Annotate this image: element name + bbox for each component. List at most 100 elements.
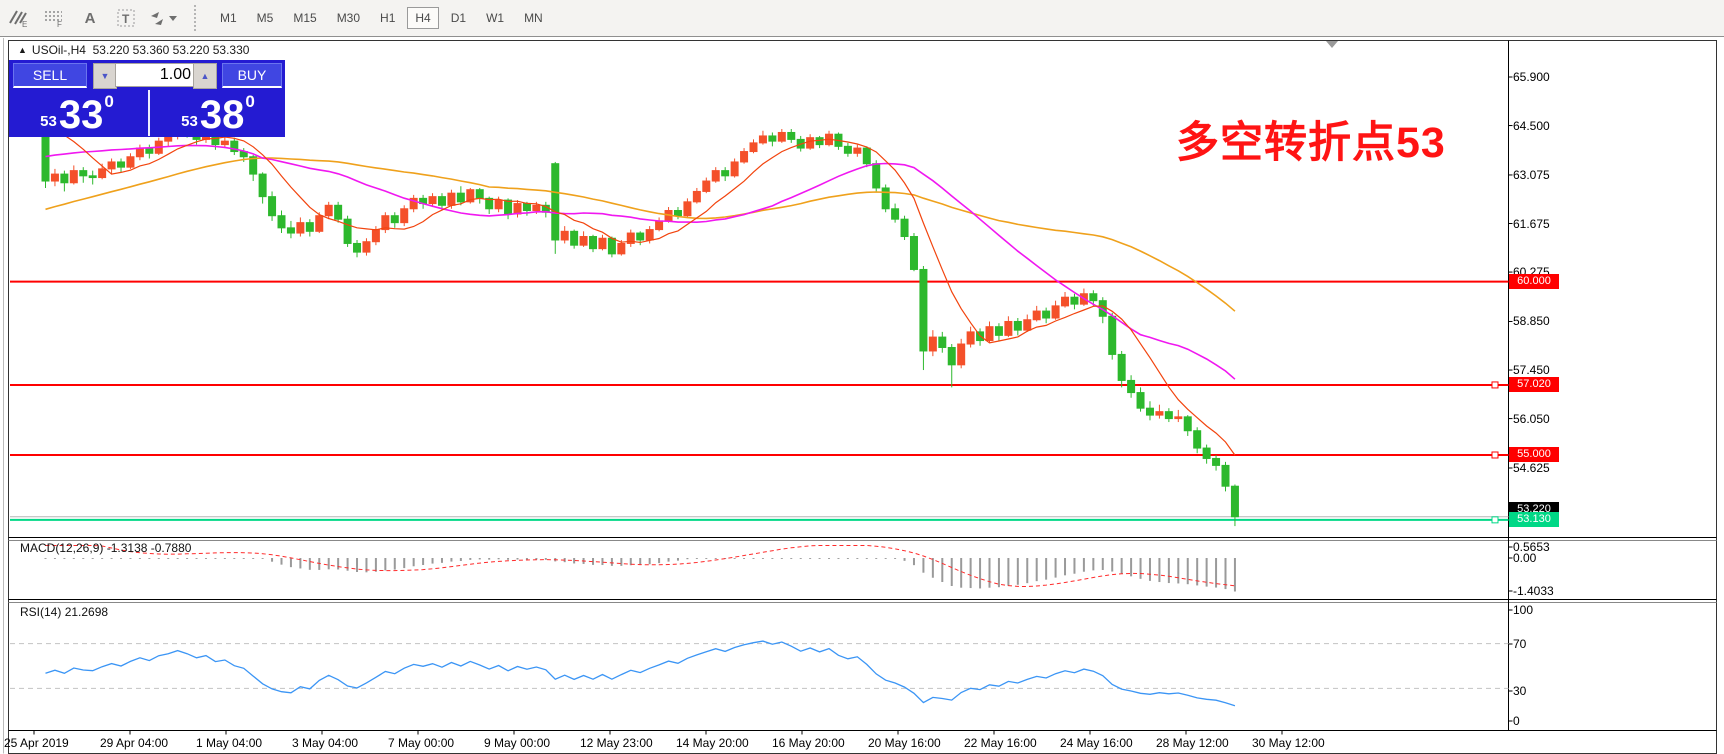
candle [1183,416,1192,432]
textbox-t-icon[interactable]: T [111,5,141,31]
candle [645,229,654,241]
candle [787,131,796,140]
tab-D1[interactable]: D1 [450,11,467,25]
indicators-e-icon[interactable]: E [3,5,33,31]
candle [494,199,503,210]
sell-button[interactable]: SELL [13,63,87,88]
candle [758,135,767,144]
candle [79,170,88,177]
candle [362,241,371,253]
tab-W1[interactable]: W1 [486,11,505,25]
timeframe-button-group: M1 M5 M15 M30 H1 H4 D1 W1 MN [210,7,553,29]
candle [636,232,645,241]
macd-label: MACD(12,26,9) -1.3138 -0.7880 [20,541,192,555]
candle [277,215,286,229]
svg-text:T: T [122,12,130,26]
x-axis-label: 24 May 16:00 [1060,736,1133,750]
candle [371,229,380,243]
candle [777,131,786,142]
candle [1145,407,1154,416]
buy-price-big: 38 [199,93,245,137]
x-axis-label: 14 May 20:00 [676,736,749,750]
candle [683,201,692,217]
arrows-tool-icon[interactable] [147,5,177,31]
candle [1164,411,1173,420]
candle [513,203,522,215]
candle [740,151,749,163]
rsi-scale-label: 0 [1513,714,1520,728]
sell-price[interactable]: 53 33 0 [9,90,145,136]
hline-handle[interactable] [1491,516,1499,524]
candle [749,142,758,153]
buy-price[interactable]: 53 38 0 [148,90,286,136]
volume-increase-button[interactable]: ▲ [193,63,217,89]
candle [1108,315,1117,355]
candle [1221,464,1230,487]
y-axis-label: 65.900 [1513,69,1550,84]
candle [1032,310,1041,321]
candle [721,170,730,177]
candle [532,204,541,212]
macd-scale-label: 0.00 [1513,551,1537,565]
candle [324,204,333,217]
tab-M15[interactable]: M15 [293,11,317,25]
tab-M1[interactable]: M1 [220,11,237,25]
candle [98,168,107,179]
y-axis-label: 61.675 [1513,216,1550,231]
grid-f-icon[interactable]: F [39,5,69,31]
candle [88,175,97,179]
candle [919,268,928,352]
chart-shift-marker-icon[interactable] [1326,41,1338,48]
tab-M30[interactable]: M30 [336,11,361,25]
candle [551,163,560,241]
macd-scale-label: 0.5653 [1513,540,1550,554]
candle [428,196,437,205]
candle [994,326,1003,336]
candle [673,210,682,217]
candle [1042,310,1051,319]
rsi-scale-label: 70 [1513,637,1527,651]
candle [286,227,295,234]
macd-scale-label: -1.4033 [1513,584,1554,598]
candle [305,222,314,232]
candle [711,170,720,182]
candle [409,197,418,210]
hline-handle[interactable] [1491,451,1499,459]
candle [862,147,871,165]
candle [692,190,701,203]
x-axis-label: 28 May 12:00 [1156,736,1229,750]
symbol-info-line[interactable]: ▲ USOil-,H4 53.220 53.360 53.220 53.330 [18,43,249,57]
candle [560,230,569,241]
tab-M5[interactable]: M5 [256,11,274,25]
rsi-scale-label: 30 [1513,684,1527,698]
candle [1174,416,1183,420]
candle [806,137,815,149]
buy-price-sup: 0 [245,92,255,111]
candle [69,170,78,184]
candle [928,336,937,352]
candle [966,331,975,345]
svg-text:E: E [22,20,27,28]
buy-button[interactable]: BUY [222,63,282,88]
hline-handle[interactable] [1491,381,1499,389]
rsi-line [45,640,1236,707]
x-axis-label: 22 May 16:00 [964,736,1037,750]
candle [938,336,947,348]
candle [1013,320,1022,331]
candle [1070,296,1079,305]
candle [60,173,69,184]
y-axis-label: 57.450 [1513,363,1550,378]
volume-decrease-button[interactable]: ▼ [93,63,117,89]
collapse-arrow-icon[interactable]: ▲ [18,45,27,55]
text-a-icon[interactable]: A [84,9,96,27]
tab-H1[interactable]: H1 [380,11,396,25]
candle [249,156,258,175]
volume-input[interactable] [115,63,195,87]
svg-text:F: F [57,20,62,28]
tab-MN[interactable]: MN [524,11,543,25]
candle [1155,411,1164,416]
candle [872,163,881,189]
candle [220,140,229,146]
tab-H4[interactable]: H4 [407,7,439,29]
